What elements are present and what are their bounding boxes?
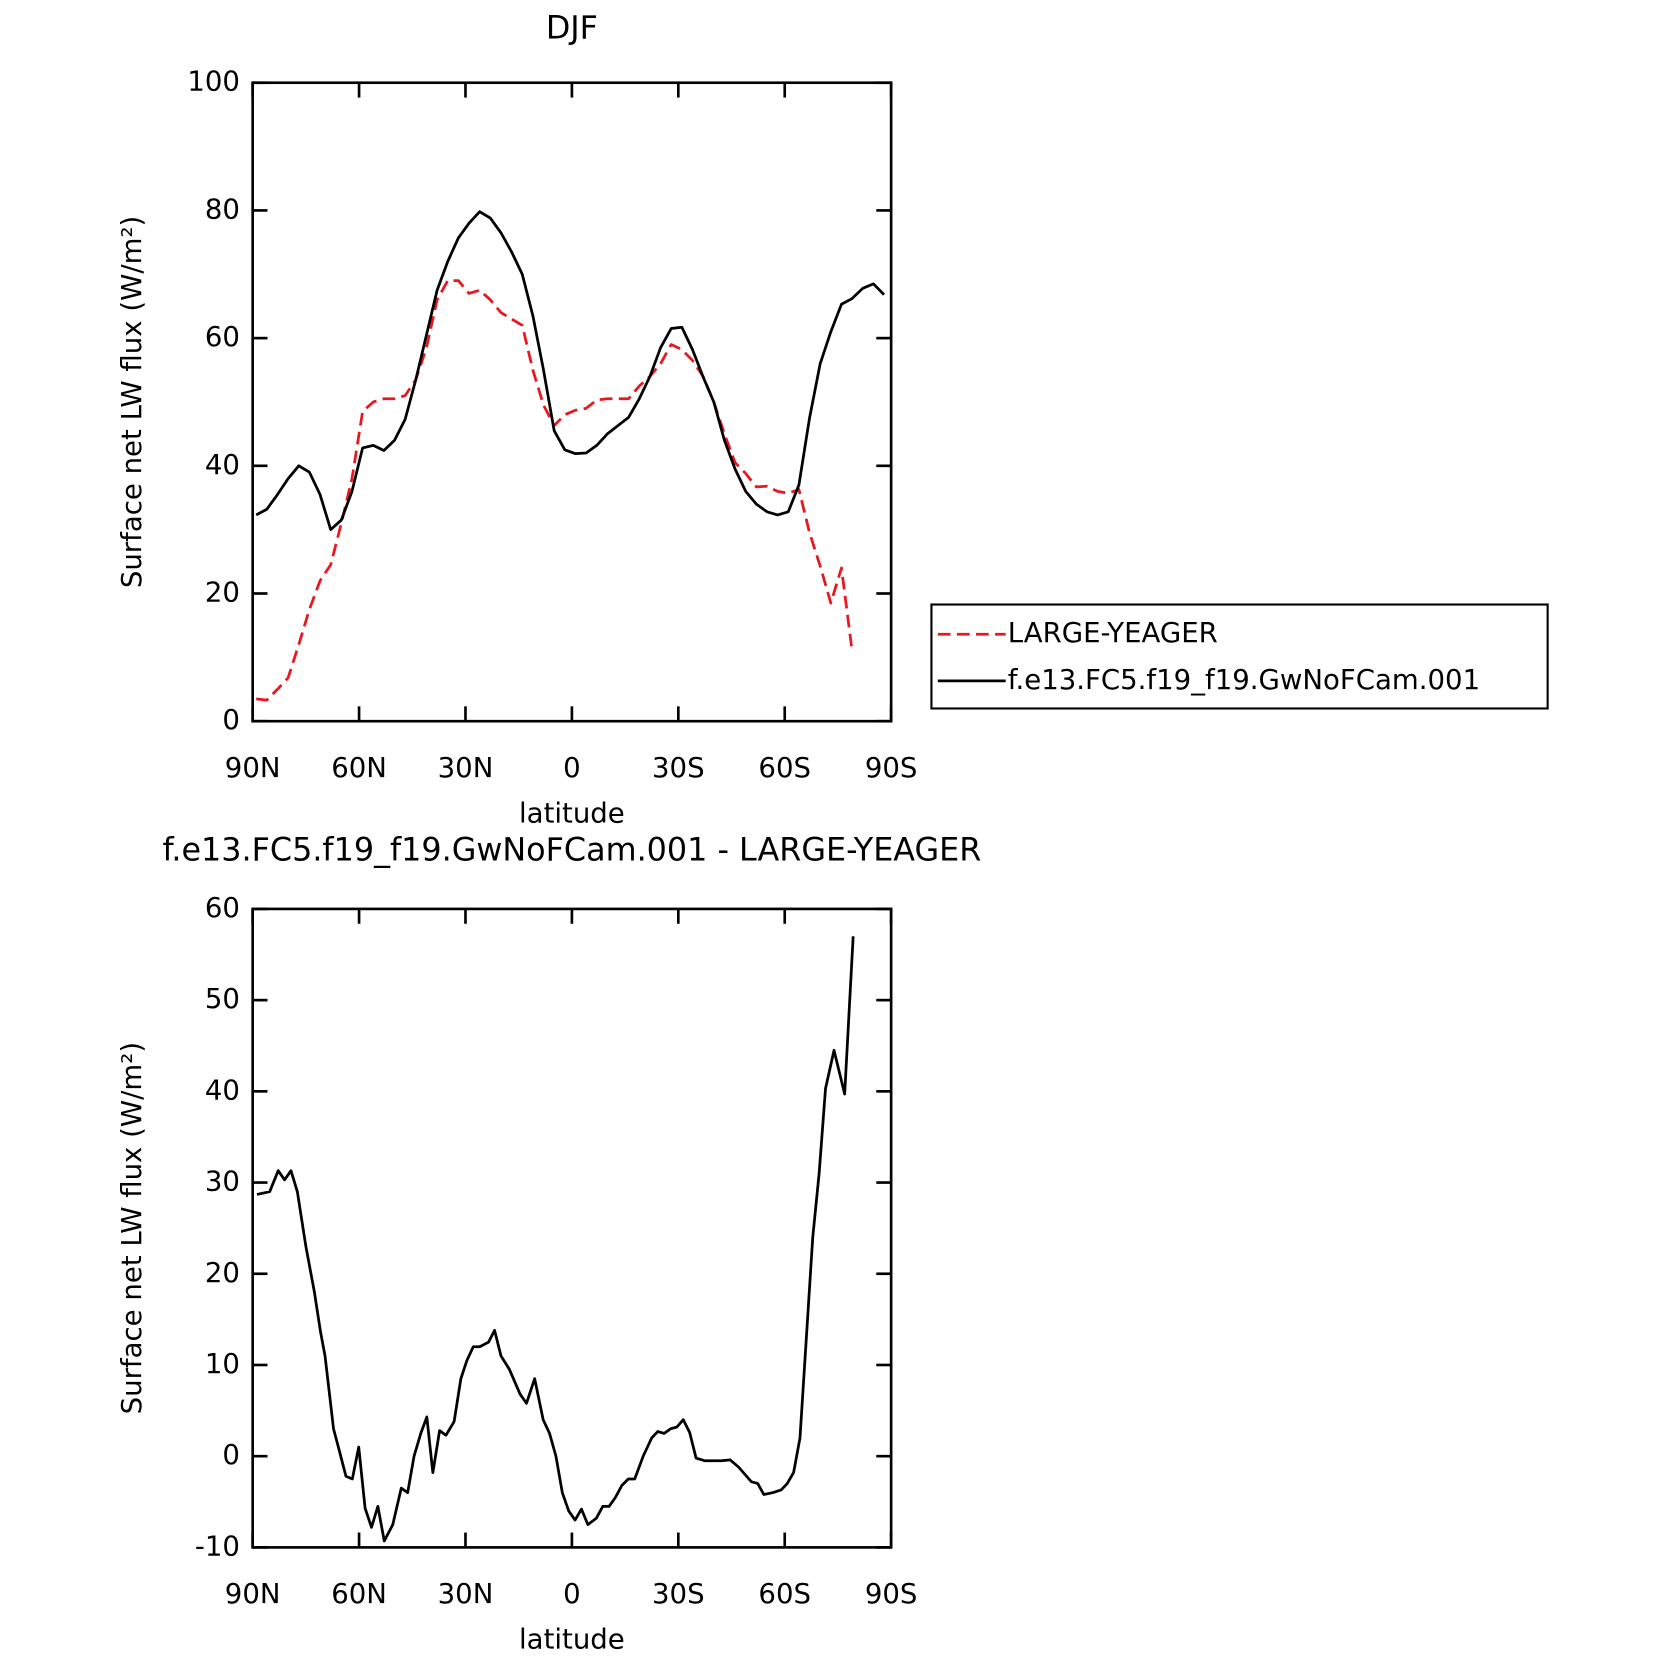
plot-frame — [251, 81, 893, 723]
data-line — [256, 279, 854, 702]
y-tick-label: 100 — [187, 65, 240, 98]
y-tick-label: 30 — [205, 1165, 240, 1198]
x-tick-label: 90N — [225, 751, 281, 784]
y-tick-label: 80 — [205, 192, 240, 225]
legend-box — [930, 603, 1549, 710]
data-line — [256, 936, 855, 1543]
x-axis-label: latitude — [519, 1623, 625, 1656]
x-tick-label: 90S — [865, 1577, 918, 1610]
x-tick-label: 60S — [758, 1577, 811, 1610]
y-tick-label: 0 — [222, 703, 240, 736]
y-tick-label: 20 — [205, 576, 240, 609]
x-axis-label: latitude — [519, 797, 625, 830]
y-axis-label: Surface net LW flux (W/m²) — [115, 216, 148, 588]
y-tick-label: 50 — [205, 982, 240, 1015]
y-tick-label: -10 — [195, 1529, 240, 1562]
x-tick-label: 60S — [758, 751, 811, 784]
y-tick-label: 10 — [205, 1347, 240, 1380]
y-tick-label: 20 — [205, 1256, 240, 1289]
legend-label: LARGE-YEAGER — [1008, 616, 1218, 649]
plot-frame — [251, 907, 893, 1549]
y-tick-label: 60 — [205, 320, 240, 353]
x-tick-label: 30N — [438, 1577, 494, 1610]
legend-label: f.e13.FC5.f19_f19.GwNoFCam.001 — [1008, 663, 1480, 696]
data-line — [255, 210, 886, 532]
x-tick-label: 90N — [225, 1577, 281, 1610]
y-tick-label: 60 — [205, 891, 240, 924]
x-tick-label: 0 — [563, 751, 581, 784]
x-tick-label: 30S — [652, 1577, 705, 1610]
y-axis-label: Surface net LW flux (W/m²) — [115, 1042, 148, 1414]
x-tick-label: 90S — [865, 751, 918, 784]
chart-title: f.e13.FC5.f19_f19.GwNoFCam.001 - LARGE-Y… — [162, 831, 981, 869]
x-tick-label: 30S — [652, 751, 705, 784]
x-tick-label: 60N — [331, 1577, 387, 1610]
x-tick-label: 0 — [563, 1577, 581, 1610]
chart-title: DJF — [546, 9, 598, 47]
x-tick-label: 30N — [438, 751, 494, 784]
y-tick-label: 0 — [222, 1438, 240, 1471]
y-tick-label: 40 — [205, 448, 240, 481]
y-tick-label: 40 — [205, 1073, 240, 1106]
x-tick-label: 60N — [331, 751, 387, 784]
